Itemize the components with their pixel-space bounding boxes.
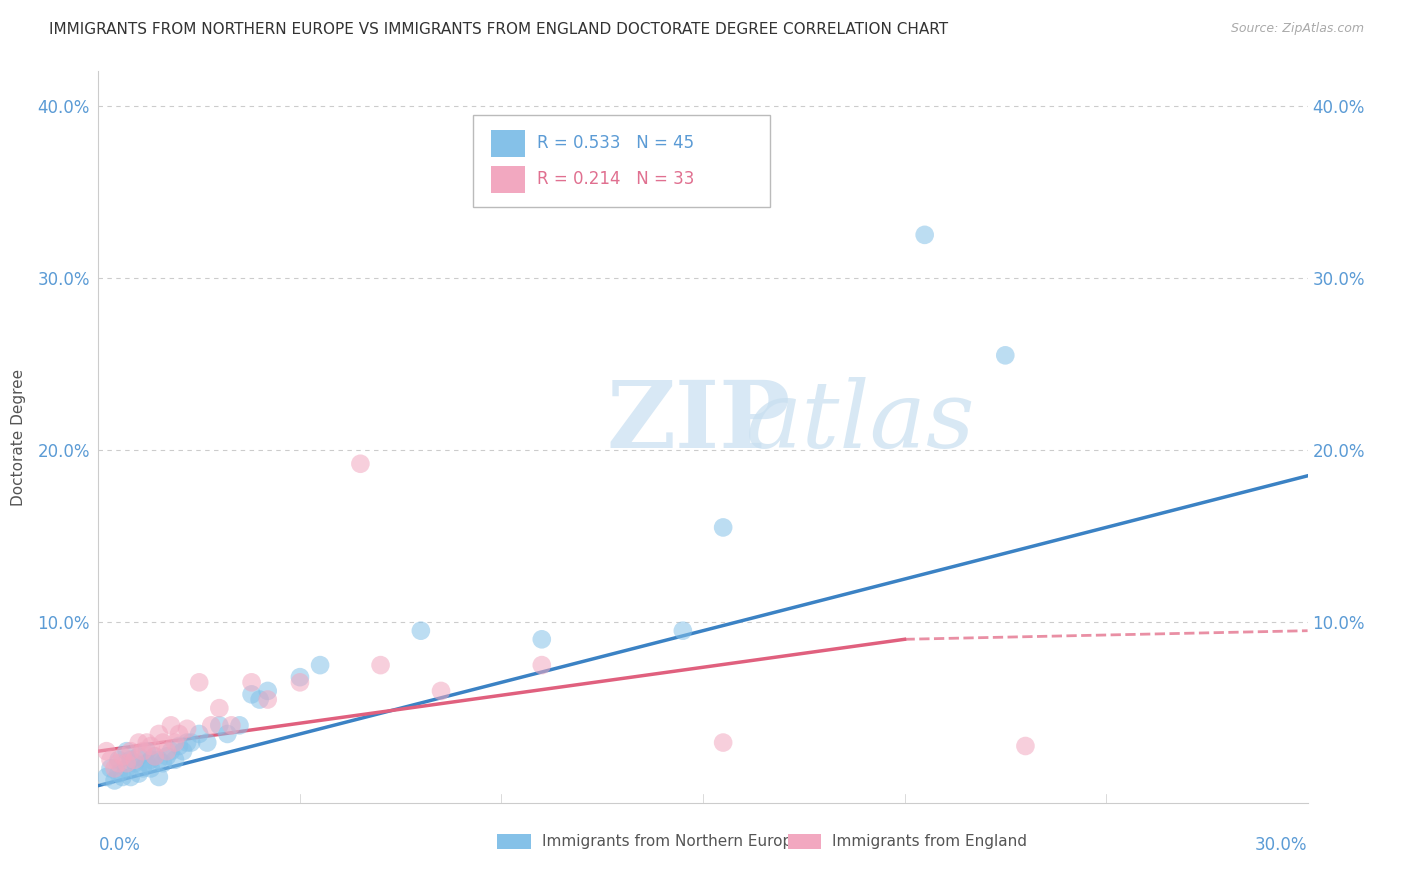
- Text: 30.0%: 30.0%: [1256, 836, 1308, 854]
- Point: [120, 753, 142, 767]
- Text: atlas: atlas: [745, 377, 974, 467]
- Point: [711, 735, 734, 749]
- Point: [228, 718, 250, 732]
- Point: [148, 770, 170, 784]
- Point: [156, 749, 179, 764]
- Point: [128, 749, 150, 764]
- Point: [135, 744, 157, 758]
- Point: [128, 766, 150, 780]
- Point: [349, 457, 371, 471]
- Point: [208, 718, 231, 732]
- Point: [111, 749, 134, 764]
- FancyBboxPatch shape: [492, 130, 526, 157]
- Point: [111, 770, 134, 784]
- Point: [107, 756, 129, 771]
- Point: [288, 675, 311, 690]
- Point: [167, 727, 190, 741]
- Point: [370, 658, 392, 673]
- Point: [107, 753, 129, 767]
- Text: IMMIGRANTS FROM NORTHERN EUROPE VS IMMIGRANTS FROM ENGLAND DOCTORATE DEGREE CORR: IMMIGRANTS FROM NORTHERN EUROPE VS IMMIG…: [49, 22, 948, 37]
- Y-axis label: Doctorate Degree: Doctorate Degree: [11, 368, 27, 506]
- Point: [124, 753, 146, 767]
- Point: [256, 692, 278, 706]
- Point: [176, 722, 198, 736]
- Point: [163, 735, 186, 749]
- Point: [180, 735, 202, 749]
- Point: [135, 756, 157, 771]
- Point: [309, 658, 332, 673]
- Point: [143, 749, 166, 764]
- Text: R = 0.214   N = 33: R = 0.214 N = 33: [537, 170, 695, 188]
- Point: [107, 766, 129, 780]
- Point: [711, 520, 734, 534]
- Text: R = 0.533   N = 45: R = 0.533 N = 45: [537, 135, 695, 153]
- Point: [103, 761, 125, 775]
- Point: [96, 770, 118, 784]
- Point: [160, 718, 183, 732]
- Point: [96, 744, 118, 758]
- Point: [208, 701, 231, 715]
- Point: [128, 735, 150, 749]
- Point: [914, 227, 936, 242]
- Point: [188, 727, 211, 741]
- Point: [672, 624, 695, 638]
- Point: [148, 753, 170, 767]
- Point: [240, 675, 263, 690]
- Point: [139, 753, 162, 767]
- Point: [135, 735, 157, 749]
- Point: [249, 692, 271, 706]
- Point: [115, 744, 138, 758]
- Point: [132, 744, 155, 758]
- Point: [994, 348, 1017, 362]
- Point: [139, 739, 162, 753]
- Point: [120, 744, 142, 758]
- Text: ZIP: ZIP: [606, 377, 790, 467]
- FancyBboxPatch shape: [498, 834, 531, 849]
- Point: [115, 756, 138, 771]
- Text: Source: ZipAtlas.com: Source: ZipAtlas.com: [1230, 22, 1364, 36]
- Point: [103, 773, 125, 788]
- Point: [139, 761, 162, 775]
- FancyBboxPatch shape: [492, 166, 526, 193]
- Point: [120, 770, 142, 784]
- Point: [152, 756, 174, 771]
- Point: [163, 753, 186, 767]
- Point: [409, 624, 432, 638]
- Point: [217, 727, 239, 741]
- Point: [132, 761, 155, 775]
- Text: 0.0%: 0.0%: [98, 836, 141, 854]
- FancyBboxPatch shape: [474, 115, 769, 207]
- Point: [115, 761, 138, 775]
- FancyBboxPatch shape: [787, 834, 821, 849]
- Text: Immigrants from England: Immigrants from England: [832, 834, 1028, 849]
- Point: [200, 718, 222, 732]
- Point: [152, 735, 174, 749]
- Point: [240, 687, 263, 701]
- Point: [100, 761, 122, 775]
- Point: [188, 675, 211, 690]
- Point: [148, 727, 170, 741]
- Point: [143, 749, 166, 764]
- Point: [167, 739, 190, 753]
- Point: [288, 670, 311, 684]
- Text: Immigrants from Northern Europe: Immigrants from Northern Europe: [543, 834, 801, 849]
- Point: [172, 744, 194, 758]
- Point: [100, 753, 122, 767]
- Point: [124, 756, 146, 771]
- Point: [195, 735, 218, 749]
- Point: [256, 684, 278, 698]
- Point: [176, 735, 198, 749]
- Point: [156, 744, 179, 758]
- Point: [1014, 739, 1036, 753]
- Point: [430, 684, 453, 698]
- Point: [160, 744, 183, 758]
- Point: [221, 718, 243, 732]
- Point: [530, 632, 553, 647]
- Point: [530, 658, 553, 673]
